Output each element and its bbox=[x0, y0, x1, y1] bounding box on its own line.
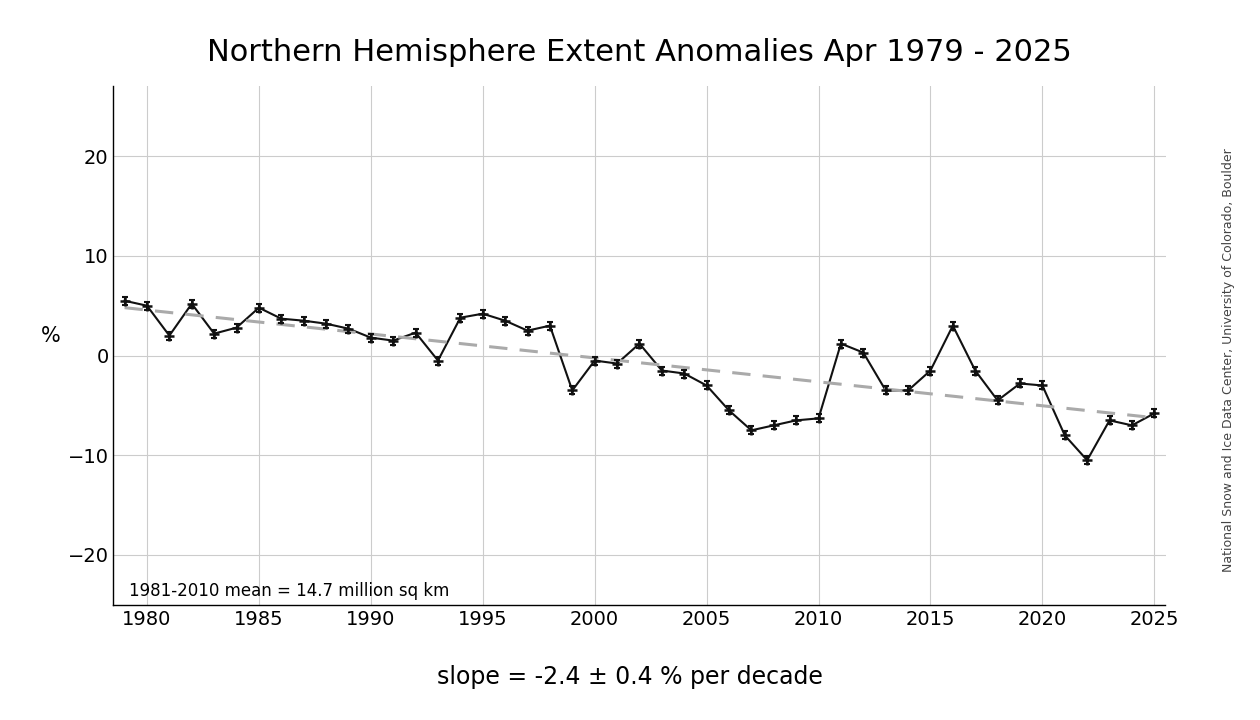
Text: National Snow and Ice Data Center, University of Colorado, Boulder: National Snow and Ice Data Center, Unive… bbox=[1222, 148, 1235, 572]
Text: slope = -2.4 ± 0.4 % per decade: slope = -2.4 ± 0.4 % per decade bbox=[437, 665, 823, 689]
Y-axis label: %: % bbox=[42, 325, 60, 346]
Text: 1981-2010 mean = 14.7 million sq km: 1981-2010 mean = 14.7 million sq km bbox=[130, 582, 450, 600]
Title: Northern Hemisphere Extent Anomalies Apr 1979 - 2025: Northern Hemisphere Extent Anomalies Apr… bbox=[207, 38, 1072, 68]
